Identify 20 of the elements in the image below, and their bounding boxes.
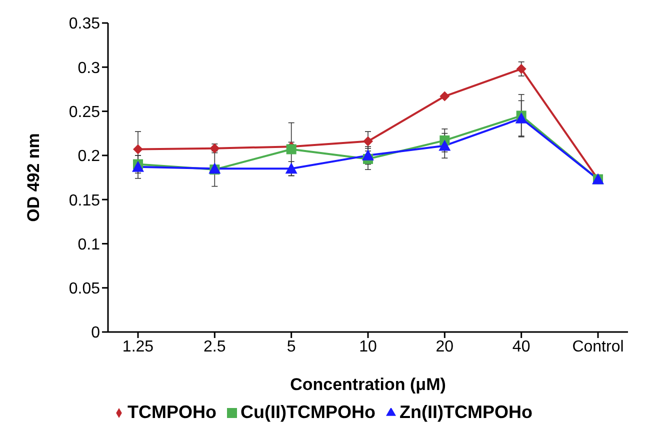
y-tick-label: 0.2 xyxy=(78,148,100,166)
y-tick-label: 0.05 xyxy=(68,280,100,298)
y-tick-label: 0.3 xyxy=(78,60,100,77)
y-tick-label: 0 xyxy=(91,324,100,342)
y-tick-label: 0.25 xyxy=(68,104,100,121)
legend-label: TCMPOHo xyxy=(128,402,217,422)
x-tick-label: 10 xyxy=(359,338,377,356)
x-tick-label: 1.25 xyxy=(122,338,154,356)
y-tick-label: 0.15 xyxy=(68,192,100,210)
x-axis-title: Concentration (μM) xyxy=(290,375,446,394)
x-tick-label: 2.5 xyxy=(204,338,226,356)
y-tick-label: 0.35 xyxy=(68,16,100,33)
legend-label: Cu(II)TCMPOHo xyxy=(240,402,376,422)
x-tick-label: Control xyxy=(572,338,624,356)
x-tick-label: 40 xyxy=(512,338,530,356)
y-tick-label: 0.1 xyxy=(78,236,100,254)
y-axis-title: OD 492 nm xyxy=(24,133,44,222)
x-tick-label: 20 xyxy=(436,338,454,356)
x-tick-label: 5 xyxy=(286,338,296,356)
legend-label: Zn(II)TCMPOHo xyxy=(400,402,532,422)
